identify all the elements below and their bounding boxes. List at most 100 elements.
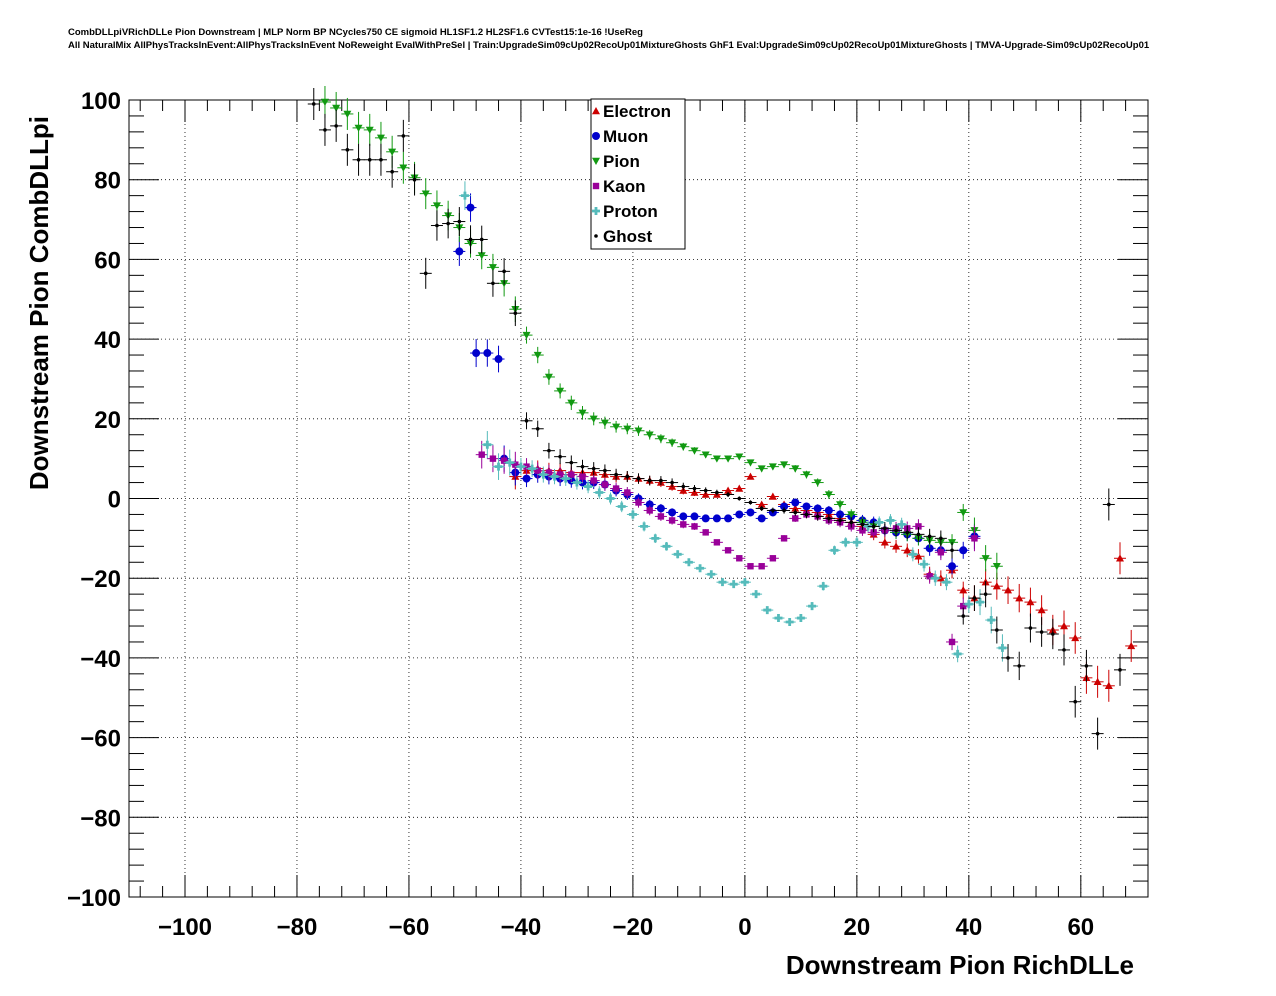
muon-point (744, 508, 757, 517)
series-electron (509, 460, 1138, 702)
ghost-point (542, 442, 555, 459)
muon-point (492, 345, 505, 373)
proton-point (761, 606, 774, 615)
pion-point (778, 461, 791, 469)
ghost-point (341, 133, 354, 166)
ghost-point (1024, 613, 1037, 643)
ghost-point (811, 512, 824, 521)
proton-point (716, 578, 729, 587)
pion-point (722, 455, 735, 463)
muon-point (688, 512, 701, 521)
proton-point (503, 449, 516, 476)
pion-point (621, 423, 634, 435)
ghost-point (1035, 617, 1048, 647)
muon-point (800, 502, 813, 511)
proton-point (750, 590, 763, 599)
pion-point (576, 405, 589, 420)
pion-point (341, 97, 354, 130)
kaon-point (744, 563, 757, 570)
pion-point (822, 490, 835, 500)
electron-point (1114, 542, 1127, 575)
ghost-point (890, 523, 903, 537)
proton-point (951, 645, 964, 663)
proton-point (783, 618, 796, 627)
legend-entry-electron: Electron (592, 102, 671, 121)
ghost-point (856, 518, 869, 530)
data-points (307, 85, 1138, 750)
electron-point (744, 472, 757, 480)
legend-entry-proton: Proton (592, 202, 658, 221)
proton-point (660, 541, 673, 551)
ghost-point (834, 515, 847, 526)
series-proton (458, 181, 1009, 663)
ghost-point (531, 420, 544, 437)
pion-point (419, 178, 432, 210)
ghost-point (576, 459, 589, 474)
kaon-point (565, 467, 578, 482)
muon-point (755, 514, 768, 523)
pion-point (598, 416, 611, 429)
series-ghost (307, 87, 1127, 750)
proton-point (895, 517, 908, 532)
pion-point (744, 459, 757, 467)
muon-point (722, 514, 735, 523)
kaon-point (766, 555, 779, 562)
legend: Electron Muon Pion Kaon Proton Ghost (590, 98, 686, 250)
legend-entry-pion: Pion (592, 152, 640, 171)
proton-point (526, 460, 539, 477)
proton-point (727, 580, 740, 589)
ghost-point (318, 113, 331, 146)
kaon-point (722, 547, 735, 554)
muon-point (811, 504, 824, 513)
ghost-point (587, 462, 600, 476)
x-tick-labels: −100 −80 −60 −40 −20 0 20 40 60 (158, 914, 1094, 941)
ghost-point (946, 542, 959, 559)
proton-point (817, 581, 830, 591)
proton-point (906, 547, 919, 562)
ghost-point (845, 517, 858, 528)
proton-point (682, 558, 695, 567)
pion-point (610, 420, 623, 433)
ghost-point (419, 257, 432, 289)
ghost-point (1069, 685, 1082, 718)
y-axis-title: Downstream Pion CombDLLpi (24, 116, 54, 490)
ghost-point (598, 464, 611, 477)
ghost-point (430, 210, 443, 241)
ghost-point (486, 269, 499, 297)
x-tick-label: −60 (389, 914, 430, 941)
proton-point (929, 570, 942, 586)
x-axis-title: Downstream Pion RichDLLe (786, 950, 1134, 980)
proton-point (626, 509, 639, 520)
muon-point (789, 498, 802, 507)
pion-point (542, 369, 555, 385)
electron-point (878, 536, 891, 549)
pion-point (677, 442, 690, 451)
ghost-point (352, 143, 365, 176)
electron-point (1024, 587, 1037, 617)
ghost-point (453, 207, 466, 237)
muon-point (654, 503, 667, 513)
muon-point (733, 510, 746, 519)
pion-point (632, 425, 645, 436)
ghost-point (722, 492, 735, 498)
electron-point (1069, 622, 1082, 654)
pion-point (733, 453, 746, 461)
pion-point (979, 545, 992, 572)
kaon-point (946, 633, 959, 651)
ghost-point (386, 155, 399, 188)
ghost-point (822, 513, 835, 523)
pion-point (363, 113, 376, 146)
x-tick-label: 60 (1067, 914, 1094, 941)
pion-point (990, 552, 1003, 580)
ghost-point (374, 143, 387, 176)
legend-entry-muon: Muon (592, 127, 648, 146)
muon-point (481, 339, 494, 367)
proton-point (974, 589, 987, 616)
proton-point (671, 550, 684, 559)
ghost-point (1046, 618, 1059, 650)
proton-point (705, 570, 718, 579)
kaon-point (699, 529, 712, 536)
ghost-point (688, 485, 701, 493)
kaon-point (542, 464, 555, 481)
